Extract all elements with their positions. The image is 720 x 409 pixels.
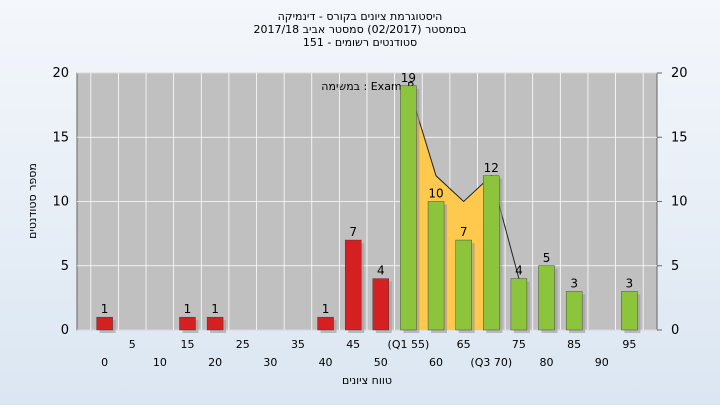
- x-tick-label: 25: [236, 338, 250, 351]
- annotation: במשימה : Exam_B: [321, 80, 414, 93]
- bar: [344, 239, 362, 331]
- y2-tick-label: 5: [671, 259, 679, 274]
- y-tick-label: 0: [61, 323, 69, 338]
- bar: [455, 239, 472, 331]
- y-tick-label: 20: [52, 66, 69, 81]
- x-tick-label: 0: [101, 356, 108, 369]
- x-tick-label: 85: [567, 338, 581, 351]
- x-tick-label: 10: [153, 356, 167, 369]
- value-label: 3: [570, 276, 578, 290]
- bar: [400, 85, 417, 331]
- bar: [179, 316, 196, 331]
- value-label: 4: [515, 264, 523, 278]
- x-tick-label: 30: [263, 356, 277, 369]
- value-label: 12: [484, 161, 499, 175]
- y2-tick-label: 10: [671, 195, 688, 210]
- y2-tick-label: 20: [671, 66, 688, 81]
- bar: [565, 291, 583, 331]
- x-tick-label: 80: [540, 356, 554, 369]
- x-tick-label: 5: [129, 338, 136, 351]
- y2-tick-label: 0: [671, 323, 679, 338]
- y-axis-label: מספר סטודנטים: [26, 163, 39, 239]
- x-tick-label: 15: [180, 338, 194, 351]
- x-tick-label: 35: [291, 338, 305, 351]
- bar: [621, 291, 638, 331]
- value-label: 7: [460, 225, 468, 239]
- subtitle: בסמסטר (02/2017) סמסטר אביב 2017/18: [253, 23, 466, 36]
- y-tick-label: 5: [61, 259, 69, 274]
- x-tick-label: (Q3 70): [470, 356, 512, 369]
- subtitle: סטודנטים רשומים - 151: [303, 36, 417, 49]
- x-tick-label: 95: [622, 338, 636, 351]
- value-label: 5: [543, 251, 551, 265]
- value-label: 1: [101, 302, 109, 316]
- x-tick-label: 50: [374, 356, 388, 369]
- x-tick-label: 45: [346, 338, 360, 351]
- x-tick-label: (Q1 55): [388, 338, 430, 351]
- x-tick-label: 90: [595, 356, 609, 369]
- x-axis-label: טווח ציונים: [342, 374, 392, 387]
- value-label: 1: [211, 302, 219, 316]
- value-label: 3: [626, 276, 634, 290]
- value-label: 1: [184, 302, 192, 316]
- x-tick-label: 60: [429, 356, 443, 369]
- bar: [510, 278, 528, 331]
- value-label: 7: [349, 225, 357, 239]
- bar: [372, 278, 390, 331]
- x-tick-label: 65: [457, 338, 471, 351]
- bar: [317, 316, 334, 331]
- x-tick-label: 40: [319, 356, 333, 369]
- y-tick-label: 15: [52, 130, 69, 145]
- value-label: 10: [428, 187, 443, 201]
- y2-tick-label: 15: [671, 130, 688, 145]
- x-tick-label: 75: [512, 338, 526, 351]
- chart-title: היסטוגרמת ציונים בקורס - דינמיקה: [278, 10, 443, 23]
- bar: [538, 265, 555, 331]
- x-tick-label: 20: [208, 356, 222, 369]
- value-label: 19: [401, 71, 416, 85]
- value-label: 4: [377, 264, 385, 278]
- bar: [206, 316, 224, 331]
- bar: [427, 201, 445, 331]
- bar: [483, 175, 500, 331]
- value-label: 1: [322, 302, 330, 316]
- y-tick-label: 10: [52, 195, 69, 210]
- bar: [96, 316, 113, 331]
